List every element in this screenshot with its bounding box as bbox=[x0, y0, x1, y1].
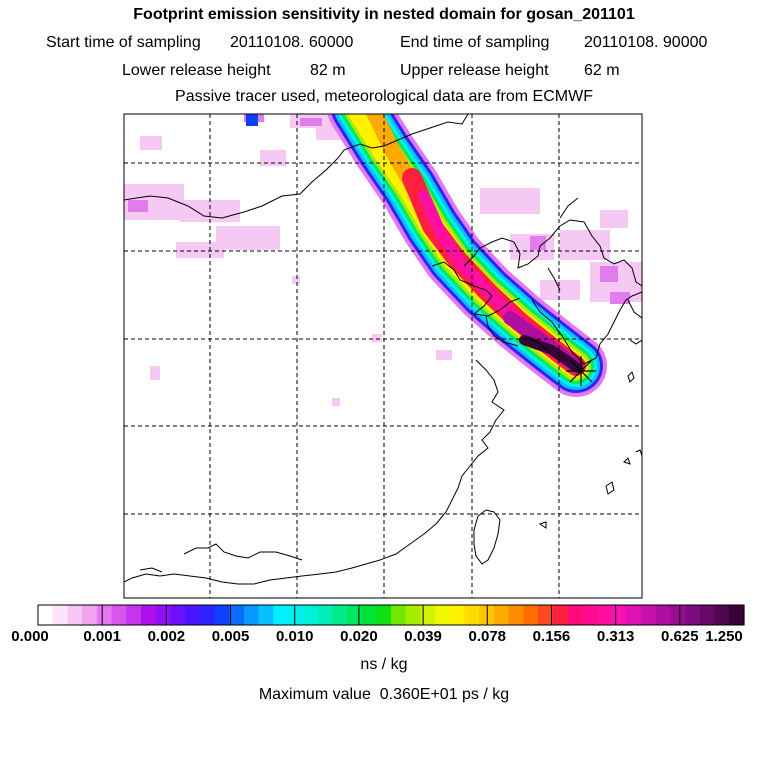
colorbar bbox=[37, 604, 745, 626]
chart-title: Footprint emission sensitivity in nested… bbox=[133, 6, 635, 23]
colorbar-tick-label: 0.010 bbox=[275, 628, 314, 645]
colorbar-units: ns / kg bbox=[360, 656, 408, 673]
colorbar-cell bbox=[714, 605, 730, 625]
colorbar-cell bbox=[596, 605, 613, 625]
colorbar-cell bbox=[126, 605, 142, 625]
colorbar-tick-label: 1.250 bbox=[705, 628, 743, 645]
colorbar-cell bbox=[229, 605, 245, 625]
maximum-value-label: Maximum value bbox=[258, 686, 371, 703]
colorbar-cell bbox=[685, 605, 701, 625]
lower-release-label: Lower release height bbox=[122, 62, 271, 79]
release-site-cross-icon bbox=[566, 356, 596, 386]
maximum-value-line: Maximum value 0.360E+01 ps / kg bbox=[0, 686, 768, 704]
footprint-map bbox=[123, 113, 643, 599]
colorbar-cells bbox=[38, 605, 745, 625]
colorbar-cell bbox=[582, 605, 598, 625]
colorbar-cell bbox=[111, 605, 127, 625]
upper-release-value: 62 m bbox=[584, 62, 620, 79]
colorbar-cell bbox=[317, 605, 333, 625]
colorbar-cell bbox=[185, 605, 201, 625]
colorbar-cell bbox=[155, 605, 171, 625]
colorbar-cell bbox=[435, 605, 451, 625]
tracer-note: Passive tracer used, meteorological data… bbox=[175, 88, 593, 105]
colorbar-cell bbox=[405, 605, 422, 625]
colorbar-cell bbox=[420, 605, 436, 625]
colorbar-cell bbox=[361, 605, 377, 625]
colorbar-cell bbox=[523, 605, 539, 625]
colorbar-cell bbox=[346, 605, 363, 625]
colorbar-cell bbox=[38, 605, 54, 625]
colorbar-cell bbox=[464, 605, 480, 625]
colorbar-cell bbox=[258, 605, 274, 625]
colorbar-cell bbox=[273, 605, 289, 625]
medium-patches bbox=[128, 114, 630, 304]
colorbar-tick-label: 0.000 bbox=[11, 628, 49, 645]
colorbar-cell bbox=[508, 605, 524, 625]
colorbar-tick-label: 0.625 bbox=[661, 628, 699, 645]
coastlines bbox=[124, 114, 642, 585]
colorbar-cell bbox=[288, 605, 304, 625]
colorbar-cell bbox=[170, 605, 186, 625]
colorbar-tick-label: 0.002 bbox=[147, 628, 186, 645]
colorbar-tick-label: 0.156 bbox=[532, 628, 571, 645]
map-frame bbox=[123, 113, 643, 599]
colorbar-cell bbox=[567, 605, 583, 625]
colorbar-cell bbox=[52, 605, 69, 625]
upper-release-label: Upper release height bbox=[400, 62, 549, 79]
colorbar-cell bbox=[67, 605, 83, 625]
colorbar-cell bbox=[611, 605, 627, 625]
colorbar-tick-label: 0.005 bbox=[211, 628, 250, 645]
start-time-value: 20110108. 60000 bbox=[230, 34, 354, 51]
colorbar-cell bbox=[626, 605, 642, 625]
colorbar-tick-label: 0.078 bbox=[468, 628, 507, 645]
end-time-label: End time of sampling bbox=[400, 34, 550, 51]
colorbar-cell bbox=[96, 605, 113, 625]
colorbar-cell bbox=[302, 605, 319, 625]
colorbar-cell bbox=[376, 605, 392, 625]
colorbar-cell bbox=[391, 605, 407, 625]
colorbar-dividers bbox=[101, 605, 681, 625]
maximum-value: 0.360E+01 ps / kg bbox=[379, 686, 510, 703]
colorbar-cell bbox=[641, 605, 657, 625]
colorbar-cell bbox=[243, 605, 260, 625]
colorbar-frame bbox=[37, 604, 745, 626]
colorbar-cell bbox=[699, 605, 716, 625]
colorbar-tick-label: 0.313 bbox=[596, 628, 635, 645]
colorbar-tick-label: 0.039 bbox=[404, 628, 442, 645]
colorbar-cell bbox=[655, 605, 672, 625]
start-time-label: Start time of sampling bbox=[46, 34, 201, 51]
colorbar-cell bbox=[552, 605, 569, 625]
colorbar-cell bbox=[82, 605, 98, 625]
colorbar-cell bbox=[199, 605, 216, 625]
colorbar-cell bbox=[140, 605, 157, 625]
colorbar-cell bbox=[670, 605, 686, 625]
colorbar-tick-label: 0.001 bbox=[83, 628, 121, 645]
colorbar-cell bbox=[493, 605, 510, 625]
colorbar-cell bbox=[729, 605, 745, 625]
colorbar-cell bbox=[332, 605, 348, 625]
end-time-value: 20110108. 90000 bbox=[584, 34, 708, 51]
colorbar-cell bbox=[538, 605, 554, 625]
colorbar-cell bbox=[449, 605, 466, 625]
colorbar-cell bbox=[214, 605, 230, 625]
lower-release-value: 82 m bbox=[310, 62, 346, 79]
colorbar-tick-label: 0.020 bbox=[340, 628, 378, 645]
